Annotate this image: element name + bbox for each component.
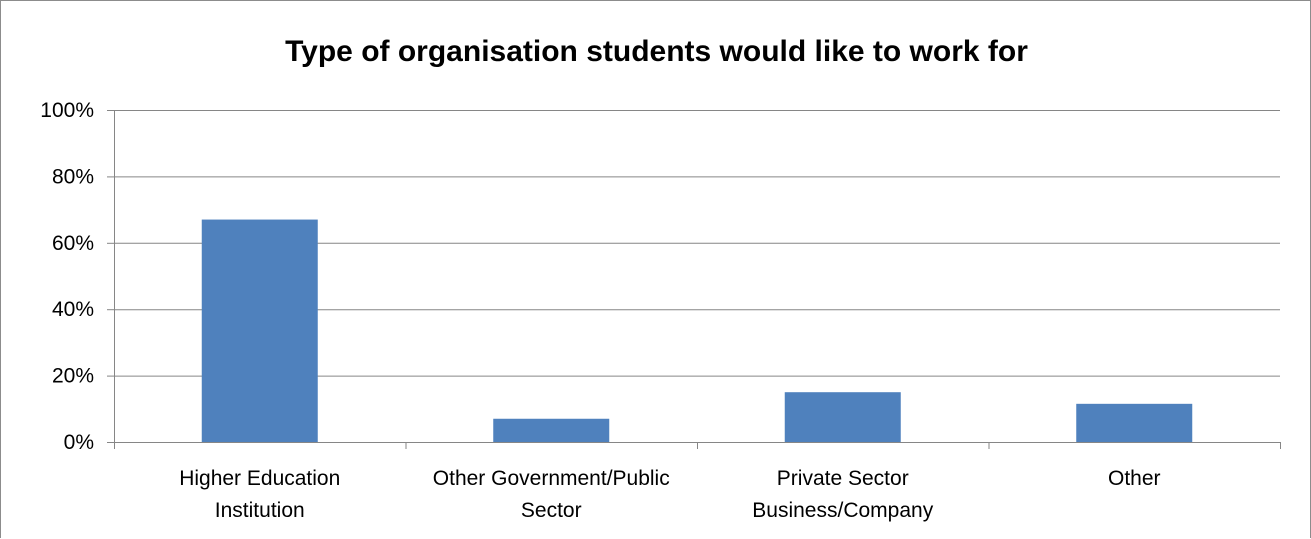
bar xyxy=(784,392,901,442)
bar xyxy=(201,219,318,442)
x-tick-label: Other xyxy=(1108,467,1161,490)
y-tick-label: 40% xyxy=(52,298,94,321)
bars xyxy=(201,219,1193,442)
x-tick-label: Higher Education Institution xyxy=(179,467,340,522)
x-tick-label: Private Sector Business/Company xyxy=(752,467,933,522)
x-tick-label: Other Government/Public Sector xyxy=(433,467,670,522)
y-tick-label: 20% xyxy=(52,365,94,388)
bar xyxy=(1076,403,1193,442)
y-tick-label: 80% xyxy=(52,165,94,188)
y-tick-label: 0% xyxy=(64,431,94,454)
x-tick-labels: Higher Education Institution Other Governm… xyxy=(179,467,1160,522)
y-tick-labels: 0% 20% 40% 60% 80% 100% xyxy=(40,99,94,454)
axes xyxy=(107,110,1281,449)
y-tick-label: 60% xyxy=(52,232,94,255)
y-tick-label: 100% xyxy=(40,99,94,122)
bar xyxy=(493,418,610,442)
chart-title: Type of organisation students would like… xyxy=(285,35,1028,68)
